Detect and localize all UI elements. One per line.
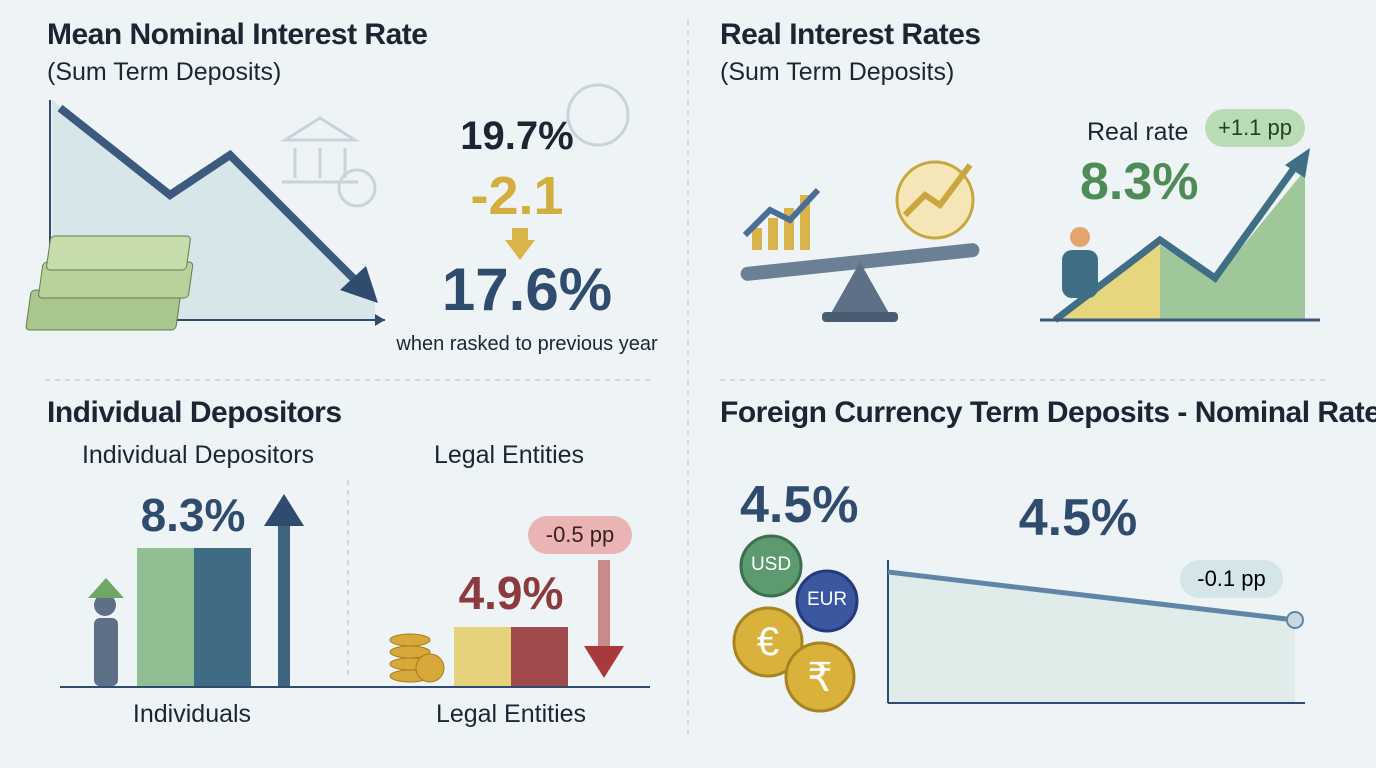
currency: € xyxy=(756,620,780,664)
group-value: 4.9% xyxy=(458,567,564,619)
axis-label: Legal Entities xyxy=(435,700,587,728)
panel-title: Individual Depositors xyxy=(47,396,342,429)
note: when rasked to previous year xyxy=(396,333,658,355)
change-pill: +1.1 pp xyxy=(1205,109,1305,147)
real-rate-value: 8.3% xyxy=(1080,153,1199,211)
panel-subtitle: (Sum Term Deposits) xyxy=(720,58,955,86)
previous-rate: 19.7% xyxy=(460,114,574,158)
panel-title: Real Interest Rates xyxy=(720,18,981,51)
group-heading: Individual Depositors xyxy=(81,441,315,469)
change-pill: -0.5 pp xyxy=(528,516,632,554)
real-rate-label: Real rate xyxy=(1087,118,1189,146)
rate-value: 4.5% xyxy=(1018,489,1138,547)
rate-change: -2.1 xyxy=(470,166,564,226)
currency: EUR xyxy=(806,589,848,610)
panel-title: Mean Nominal Interest Rate xyxy=(47,18,428,51)
group-value: 8.3% xyxy=(140,489,246,541)
left-value: 4.5% xyxy=(740,476,859,534)
group-heading: Legal Entities xyxy=(433,441,585,469)
panel-title: Foreign Currency Term Deposits - Nominal… xyxy=(720,396,1376,429)
axis-label: Individuals xyxy=(132,700,252,728)
current-rate: 17.6% xyxy=(441,256,613,323)
currency: ₹ xyxy=(807,656,833,700)
currency: USD xyxy=(750,554,792,575)
change-pill: -0.1 pp xyxy=(1180,560,1283,598)
panel-subtitle: (Sum Term Deposits) xyxy=(47,58,282,86)
